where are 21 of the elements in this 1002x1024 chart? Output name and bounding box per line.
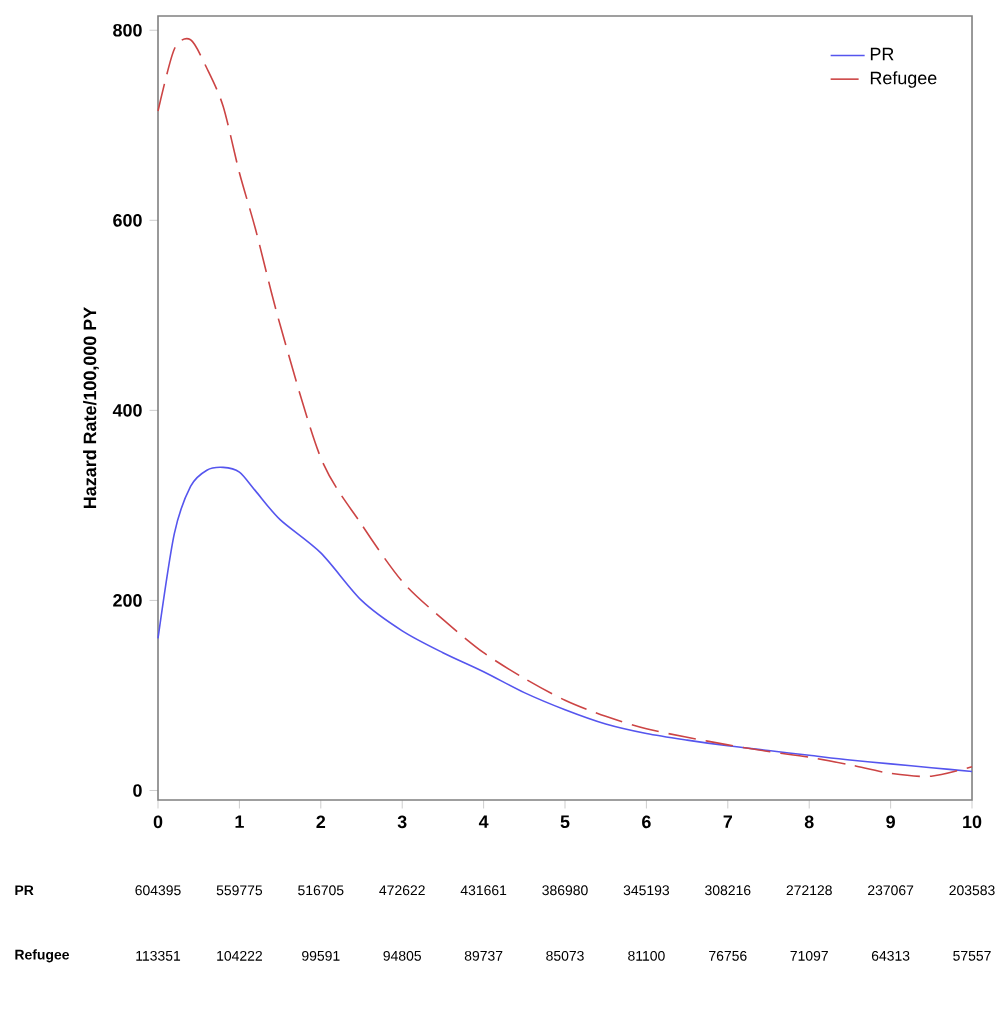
x-tick-label: 7 [723, 815, 733, 828]
legend-label: PR [870, 47, 894, 61]
y-tick-label: 800 [113, 23, 142, 37]
x-tick-label: 0 [153, 815, 163, 829]
x-tick-label: 2 [316, 815, 326, 829]
x-tick-label: 3 [397, 815, 407, 829]
line-series [157, 466, 973, 773]
x-tick-label: 5 [560, 815, 570, 829]
y-tick-label: 600 [113, 213, 142, 227]
y-tick-label: 0 [133, 784, 142, 797]
y-tick-label: 200 [113, 594, 142, 607]
line-series [157, 37, 973, 778]
y-axis-title: Hazard Rate/100,000 PY [83, 307, 99, 508]
x-tick-label: 4 [478, 815, 489, 828]
x-tick-label: 6 [642, 815, 651, 829]
x-tick-label: 8 [804, 815, 814, 829]
x-tick-label: 10 [963, 815, 982, 829]
legend-label: Refugee [870, 71, 937, 88]
x-tick-label: 1 [235, 815, 244, 828]
x-tick-label: 9 [886, 815, 895, 829]
y-tick-label: 400 [112, 404, 142, 417]
